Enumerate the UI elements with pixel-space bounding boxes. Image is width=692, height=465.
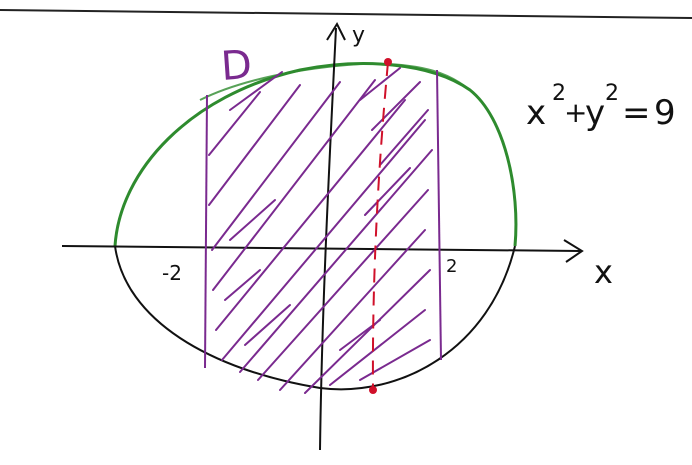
tick-label-2: 2 xyxy=(446,256,457,277)
circle-upper-arc-overtrace xyxy=(199,62,481,101)
top-divider-line xyxy=(0,9,692,19)
vertical-guide-line xyxy=(371,61,389,391)
equation-rhs: 9 xyxy=(654,93,676,133)
equation-x-exponent: 2 xyxy=(552,81,566,106)
circle-lower-arc xyxy=(114,245,516,391)
boundary-line-left xyxy=(204,94,208,369)
y-axis xyxy=(319,27,337,451)
x-axis xyxy=(61,245,581,252)
equation-y: y xyxy=(585,93,605,133)
boundary-line-right xyxy=(436,69,442,361)
region-hatching xyxy=(208,67,433,394)
region-label-D: D xyxy=(219,42,253,90)
y-axis-label: y xyxy=(352,23,365,48)
guide-top-point xyxy=(384,58,392,66)
equation-x: x xyxy=(526,93,546,133)
y-axis-arrowhead xyxy=(326,21,346,41)
circle-equation: x 2 + y 2 = 9 xyxy=(526,81,676,133)
tick-label-neg-2: -2 xyxy=(162,261,182,285)
x-axis-label: x xyxy=(594,253,613,291)
equation-y-exponent: 2 xyxy=(605,81,619,106)
x-axis-arrowhead xyxy=(563,239,584,263)
equation-plus: + xyxy=(564,96,587,129)
circle-upper-arc xyxy=(113,62,518,247)
equation-equals: = xyxy=(622,93,651,133)
guide-bottom-point xyxy=(369,386,377,394)
